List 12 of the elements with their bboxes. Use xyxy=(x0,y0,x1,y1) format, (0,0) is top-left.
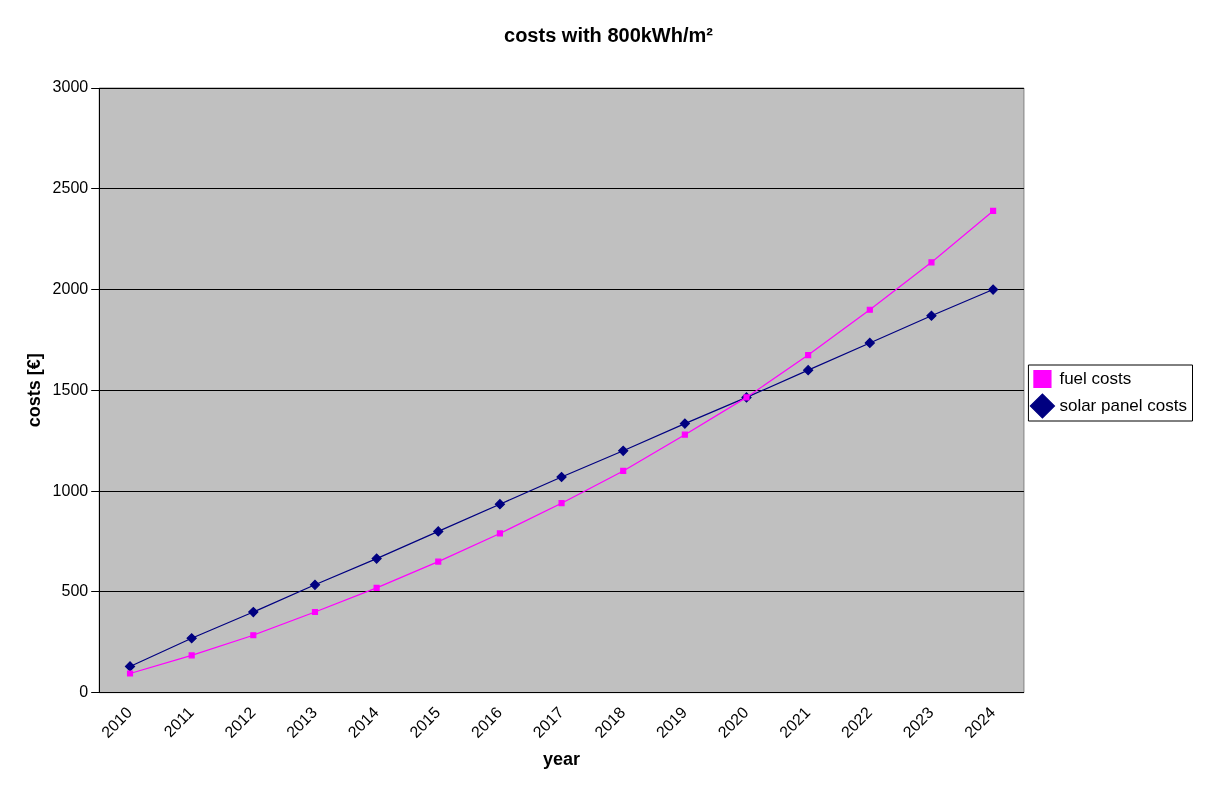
y-tick-label: 0 xyxy=(79,683,89,701)
y-axis-title: costs [€] xyxy=(23,353,44,428)
legend-label: fuel costs xyxy=(1059,368,1132,388)
y-tick-label: 3000 xyxy=(52,78,89,96)
y-tick-label: 1000 xyxy=(52,481,89,499)
y-tick-label: 500 xyxy=(61,582,89,600)
y-tick-label: 2500 xyxy=(52,179,89,197)
y-tick-label: 1500 xyxy=(52,380,89,398)
y-tick-label: 2000 xyxy=(52,279,89,297)
x-axis-title: year xyxy=(543,749,581,770)
legend-label: solar panel costs xyxy=(1059,395,1188,415)
chart-title: costs with 800kWh/m² xyxy=(504,23,714,46)
